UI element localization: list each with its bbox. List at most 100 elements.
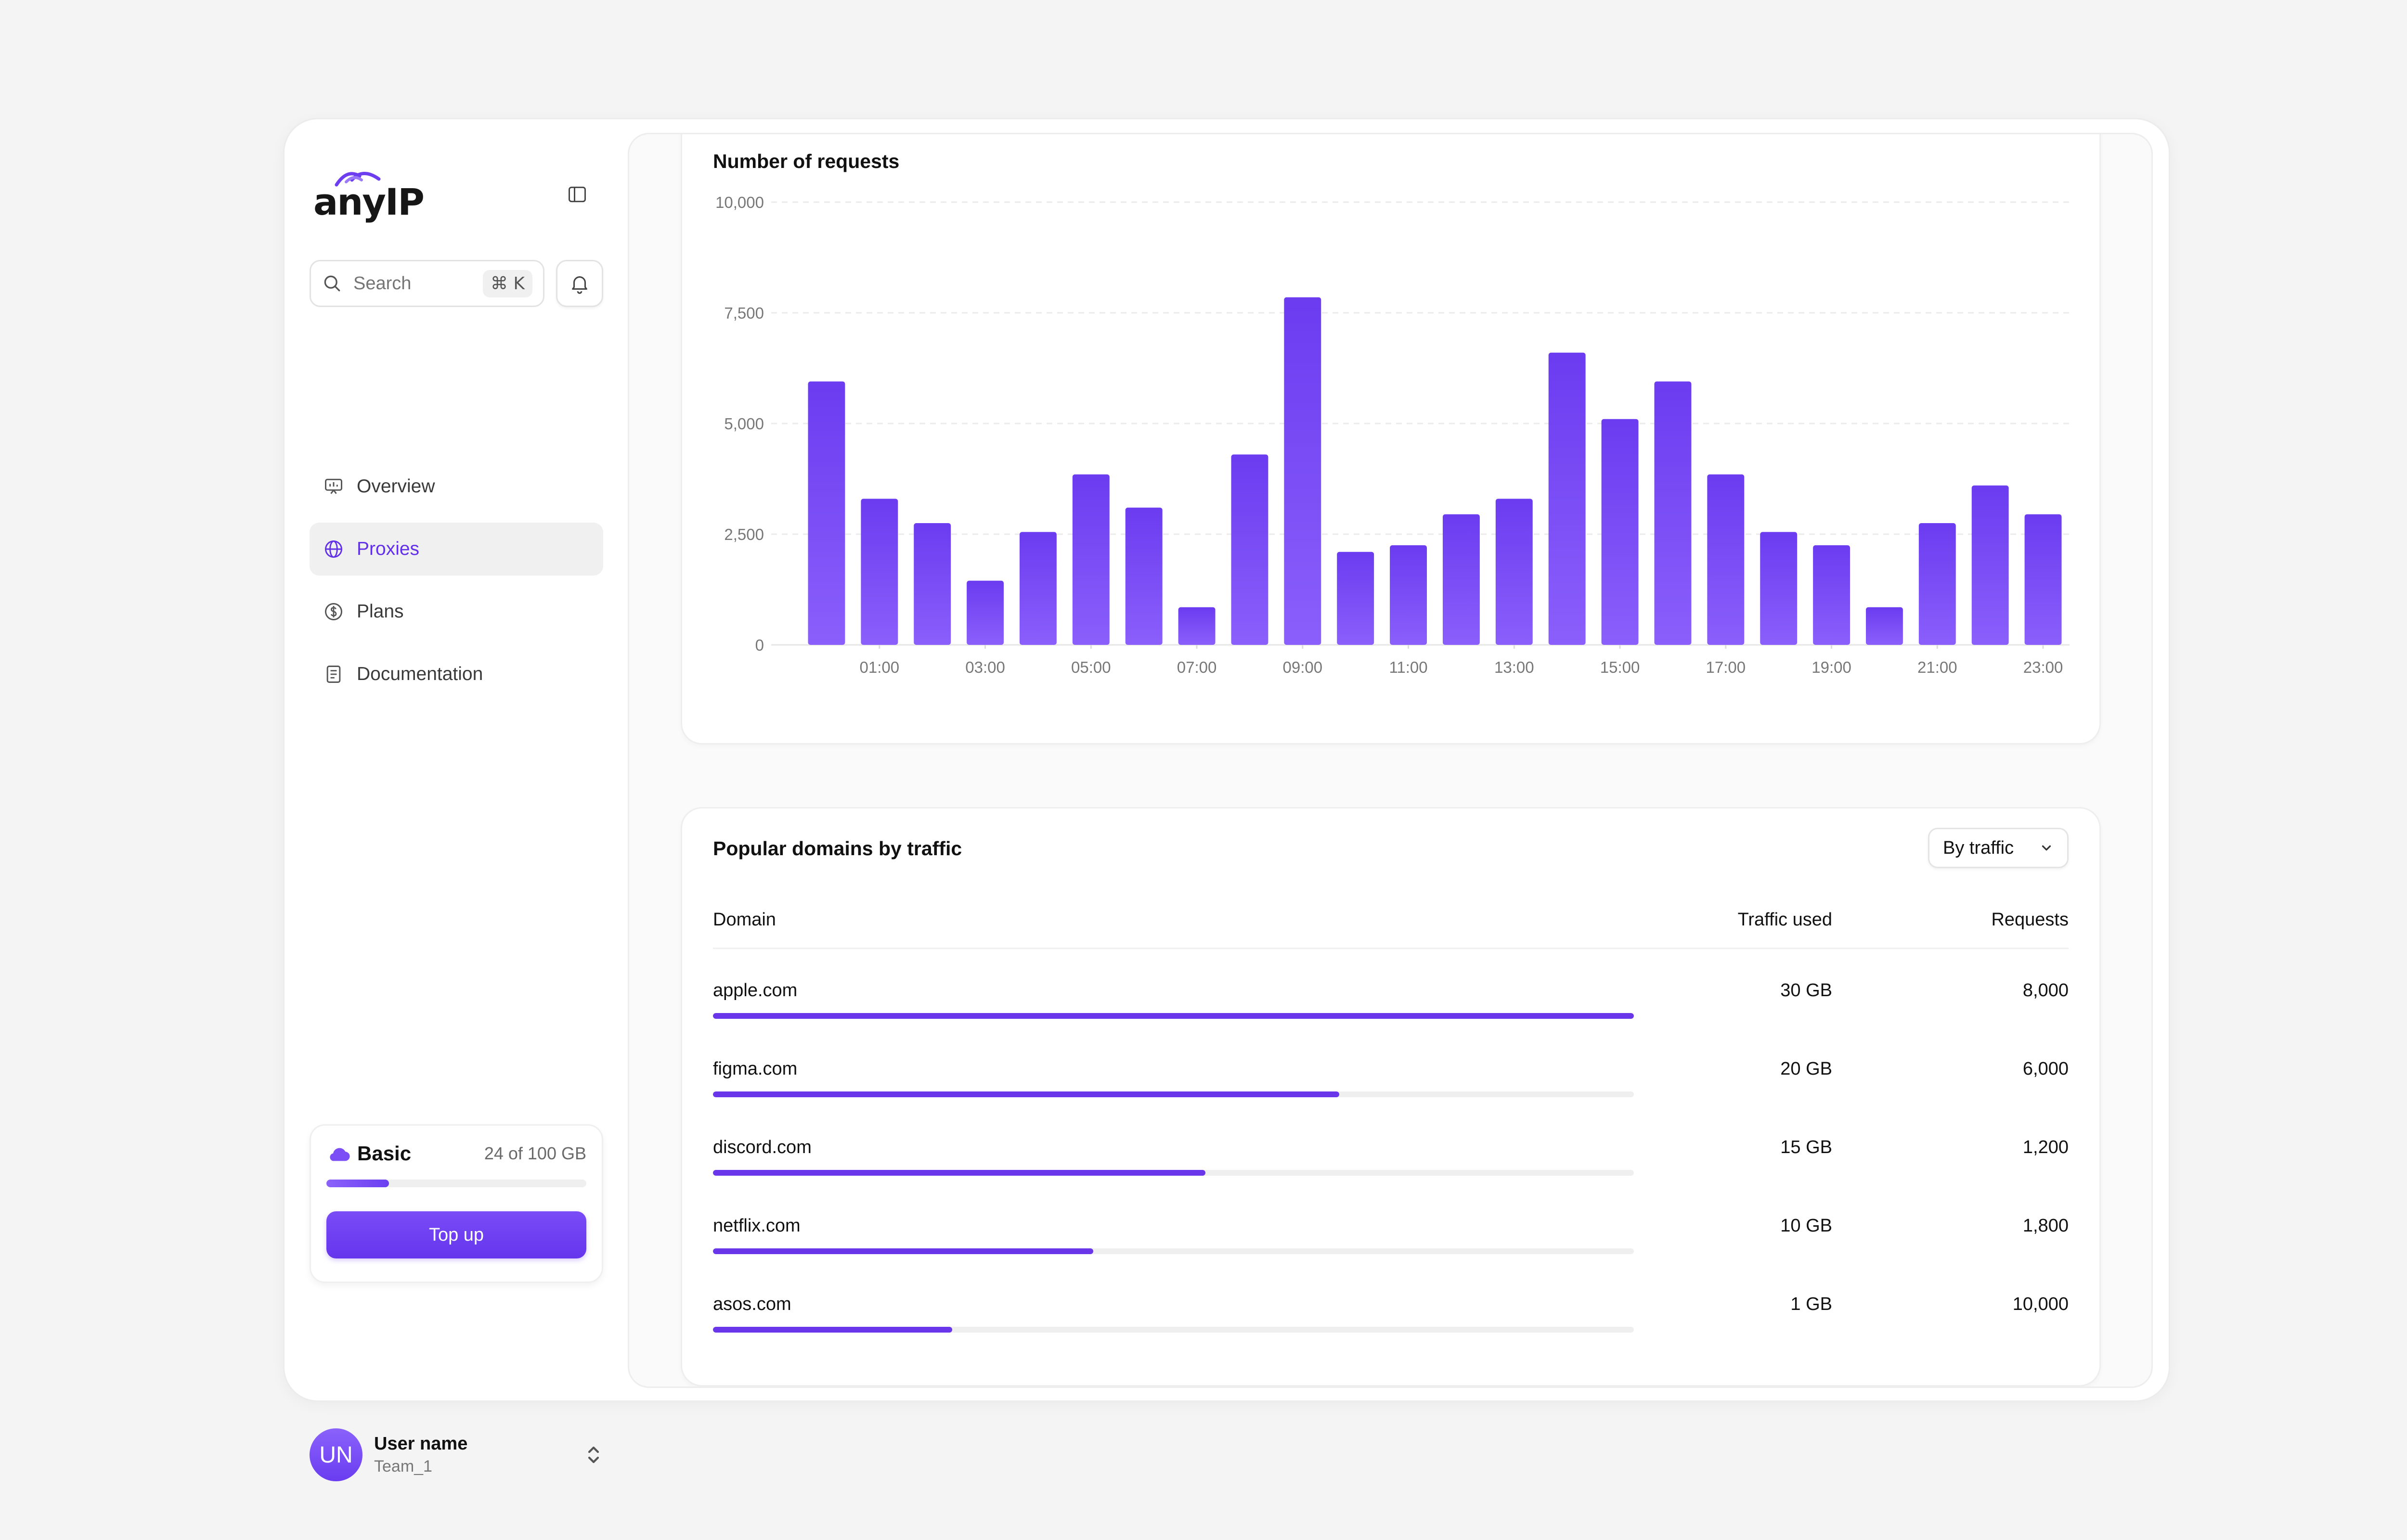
chart-bar[interactable]	[1548, 352, 1586, 645]
sidebar-item-documentation[interactable]: Documentation	[310, 648, 603, 701]
chart-bar[interactable]	[1865, 607, 1903, 645]
plan-card: Basic 24 of 100 GB Top up	[310, 1124, 603, 1283]
sidebar-toggle-button[interactable]	[564, 181, 591, 208]
y-tick-label: 5,000	[724, 415, 764, 433]
traffic-bar-fill	[713, 1327, 953, 1333]
requests-count: 10,000	[2012, 1294, 2069, 1314]
top-up-button[interactable]: Top up	[326, 1211, 586, 1258]
chart-bar[interactable]	[1760, 532, 1798, 645]
chart-bar[interactable]	[1390, 545, 1427, 645]
chart-bar[interactable]	[1284, 297, 1321, 645]
search-input[interactable]	[353, 273, 464, 294]
chart-bar[interactable]	[1072, 474, 1110, 645]
traffic-bar	[713, 1170, 1634, 1176]
domain-name: figma.com	[713, 1059, 798, 1079]
chart-bar[interactable]	[808, 381, 845, 645]
chart-bar[interactable]	[1971, 485, 2009, 645]
avatar: UN	[310, 1428, 362, 1481]
traffic-used: 1 GB	[1790, 1294, 1832, 1314]
sidebar-panel-icon	[569, 186, 586, 203]
domain-name: apple.com	[713, 980, 798, 1001]
sidebar-item-proxies[interactable]: Proxies	[310, 523, 603, 576]
table-header-divider	[713, 948, 2069, 949]
x-tick-label: 17:00	[1706, 658, 1746, 676]
user-menu[interactable]: UN User name Team_1	[310, 1428, 603, 1481]
globe-icon	[322, 538, 345, 561]
chart-bar[interactable]	[1337, 552, 1374, 645]
sidebar-item-overview[interactable]: Overview	[310, 460, 603, 513]
x-tick-label: 15:00	[1600, 658, 1640, 676]
x-tick-label: 03:00	[965, 658, 1005, 676]
y-tick-label: 2,500	[724, 526, 764, 543]
traffic-bar-fill	[713, 1170, 1206, 1176]
x-tick-label: 21:00	[1917, 658, 1957, 676]
x-tick-label: 09:00	[1283, 658, 1323, 676]
chevron-down-icon	[2039, 841, 2054, 855]
notifications-button[interactable]	[556, 260, 603, 307]
bell-icon	[572, 276, 587, 294]
sidebar-item-label: Documentation	[357, 664, 483, 684]
chart-bar[interactable]	[1178, 607, 1216, 645]
traffic-bar-fill	[713, 1248, 1094, 1254]
table-row[interactable]: netflix.com 10 GB 1,800	[682, 1216, 2099, 1294]
presentation-chart-icon	[322, 475, 345, 498]
user-team: Team_1	[374, 1457, 432, 1476]
y-tick-label: 7,500	[724, 304, 764, 322]
sort-dropdown[interactable]: By traffic	[1928, 828, 2069, 868]
chart-bar[interactable]	[1231, 454, 1268, 645]
table-row[interactable]: apple.com 30 GB 8,000	[682, 980, 2099, 1059]
traffic-used: 15 GB	[1780, 1137, 1832, 1157]
chart-bar[interactable]	[861, 499, 898, 645]
traffic-bar	[713, 1248, 1634, 1254]
chart-bar[interactable]	[1019, 532, 1057, 645]
y-tick-label: 0	[755, 636, 764, 654]
chart-bar[interactable]	[1707, 474, 1745, 645]
traffic-bar-fill	[713, 1091, 1339, 1097]
traffic-bar	[713, 1091, 1634, 1097]
table-row[interactable]: figma.com 20 GB 6,000	[682, 1059, 2099, 1137]
chart-bar[interactable]	[1125, 507, 1163, 645]
requests-bar-chart: 10,000 7,500 5,000 2,500 0 01:00 03:00 05:00 07…	[715, 193, 2070, 676]
chart-bar[interactable]	[967, 580, 1004, 645]
user-name: User name	[374, 1434, 468, 1454]
sidebar-item-label: Plans	[357, 601, 404, 622]
logo-arcs-icon	[335, 172, 381, 187]
plan-usage-bar-fill	[326, 1180, 389, 1187]
sidebar-item-label: Proxies	[357, 539, 420, 559]
anyip-logo[interactable]: anyIP	[313, 167, 425, 220]
chart-bar[interactable]	[2024, 514, 2062, 645]
x-tick-label: 23:00	[2023, 658, 2063, 676]
table-row[interactable]: discord.com 15 GB 1,200	[682, 1137, 2099, 1216]
sidebar-item-plans[interactable]: Plans	[310, 585, 603, 638]
traffic-used: 30 GB	[1780, 980, 1832, 1001]
x-tick-label: 13:00	[1494, 658, 1534, 676]
chart-bar[interactable]	[1442, 514, 1480, 645]
chart-bar[interactable]	[914, 523, 951, 645]
domain-name: asos.com	[713, 1294, 791, 1314]
app-window: anyIP ⌘ K Ov	[283, 118, 2170, 1481]
domains-title: Popular domains by traffic	[713, 837, 962, 860]
column-header-requests: Requests	[1991, 910, 2069, 930]
popular-domains-card: Popular domains by traffic By traffic Do…	[681, 807, 2101, 1386]
search-icon	[322, 272, 345, 295]
chart-bar[interactable]	[1918, 523, 1956, 645]
x-tick-label: 01:00	[860, 658, 900, 676]
plan-usage: 24 of 100 GB	[484, 1143, 586, 1163]
plan-usage-bar	[326, 1180, 586, 1187]
requests-count: 1,200	[2022, 1137, 2069, 1157]
chevron-up-down-icon[interactable]	[584, 1443, 603, 1466]
chart-bar[interactable]	[1813, 545, 1851, 645]
x-tick-label: 19:00	[1812, 658, 1851, 676]
chart-bar[interactable]	[1654, 381, 1692, 645]
chart-bar[interactable]	[1495, 499, 1533, 645]
search-box[interactable]: ⌘ K	[310, 260, 544, 307]
domain-name: netflix.com	[713, 1216, 801, 1236]
traffic-bar	[713, 1013, 1634, 1019]
traffic-used: 20 GB	[1780, 1059, 1832, 1079]
domain-name: discord.com	[713, 1137, 812, 1157]
dollar-circle-icon	[322, 600, 345, 623]
chart-bar[interactable]	[1601, 419, 1639, 645]
table-row[interactable]: asos.com 1 GB 10,000	[682, 1294, 2099, 1373]
sidebar-nav: Overview Proxies Plans Documentation	[310, 460, 603, 710]
column-header-domain: Domain	[713, 910, 776, 930]
